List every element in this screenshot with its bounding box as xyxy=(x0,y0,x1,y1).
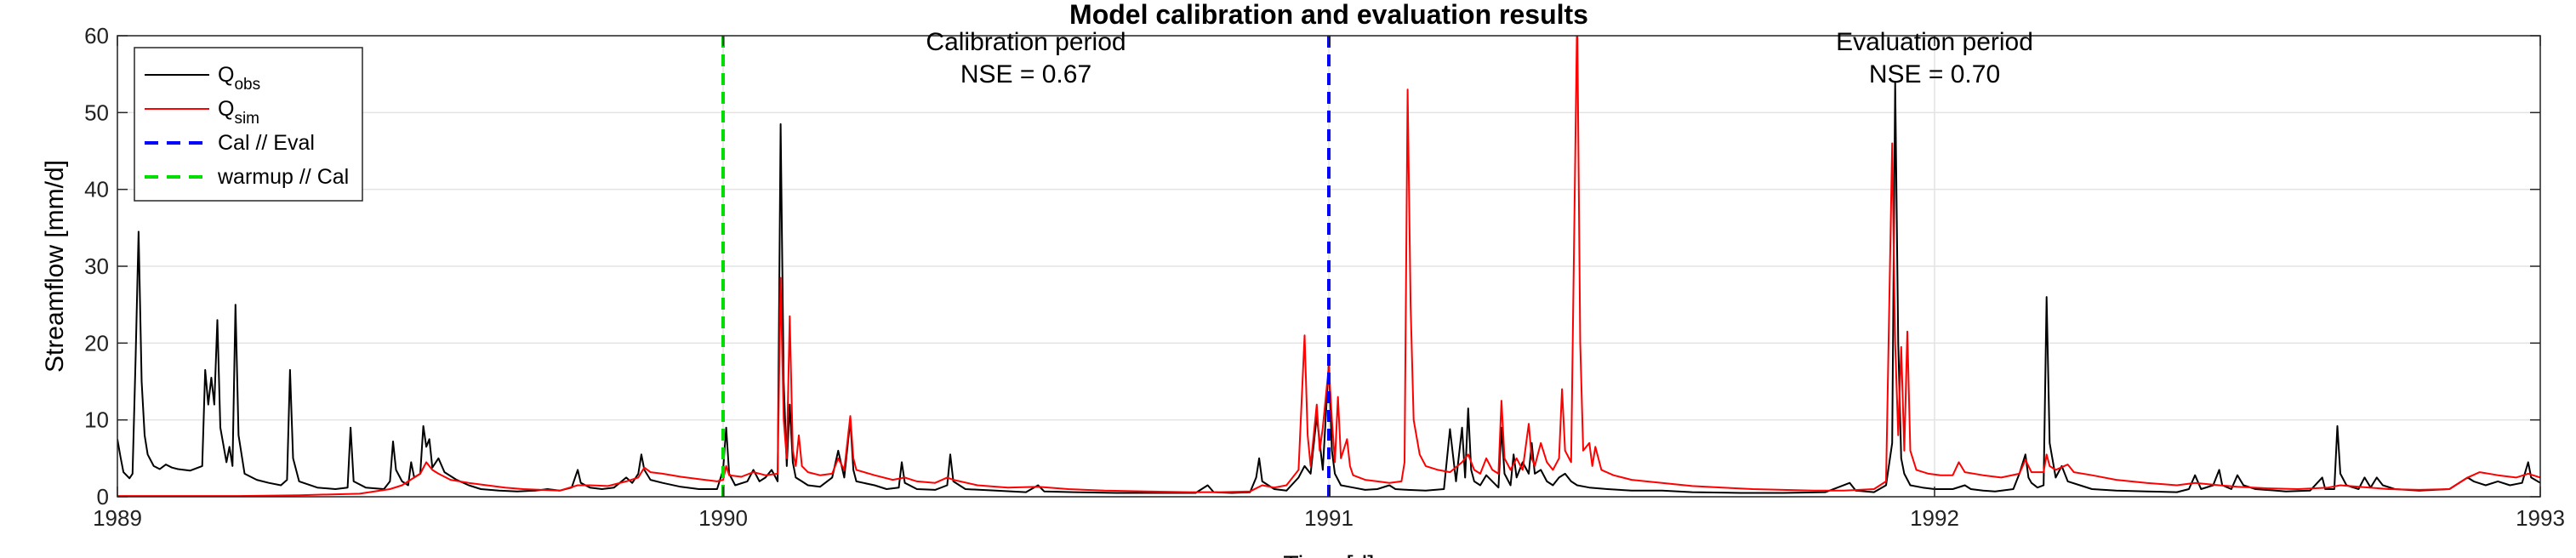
x-axis-label: Time [d] xyxy=(1283,551,1374,558)
legend-label-2: Cal // Eval xyxy=(218,131,315,155)
x-tick-label-0: 1989 xyxy=(93,505,142,531)
y-tick-label-5: 50 xyxy=(84,100,109,125)
annotation-0-line-1: NSE = 0.67 xyxy=(960,60,1091,88)
y-tick-label-2: 20 xyxy=(84,330,109,356)
y-tick-label-0: 0 xyxy=(97,484,109,510)
legend-label-1: Qsim xyxy=(218,97,259,128)
legend-label-0: Qobs xyxy=(218,63,260,94)
annotation-1-line-0: Evaluation period xyxy=(1836,28,2033,56)
x-tick-label-1: 1990 xyxy=(698,505,748,531)
x-tick-label-4: 1993 xyxy=(2516,505,2565,531)
annotation-1: Evaluation period NSE = 0.70 xyxy=(1836,28,2033,88)
x-tick-label-3: 1992 xyxy=(1910,505,1959,531)
y-tick-label-1: 10 xyxy=(84,407,109,433)
annotation-0: Calibration period NSE = 0.67 xyxy=(926,28,1126,88)
y-tick-label-6: 60 xyxy=(84,23,109,48)
x-tick-label-2: 1991 xyxy=(1304,505,1354,531)
annotation-0-line-0: Calibration period xyxy=(926,28,1126,56)
legend-label-3: warmup // Cal xyxy=(217,165,349,189)
y-tick-label-4: 40 xyxy=(84,177,109,202)
series-line-q-obs xyxy=(117,81,2540,494)
y-axis-label: Streamflow [mm/d] xyxy=(41,160,69,373)
annot-layer: Calibration period NSE = 0.67 Evaluation p… xyxy=(926,28,2032,88)
vline-layer xyxy=(721,36,1331,497)
tick-layer: 1989 1990 1991 1992 1993 0 10 20 30 40 50 60 xyxy=(84,23,2565,531)
y-tick-label-3: 30 xyxy=(84,253,109,279)
chart-title: Model calibration and evaluation results xyxy=(1069,0,1588,30)
annotation-1-line-1: NSE = 0.70 xyxy=(1869,60,2000,88)
